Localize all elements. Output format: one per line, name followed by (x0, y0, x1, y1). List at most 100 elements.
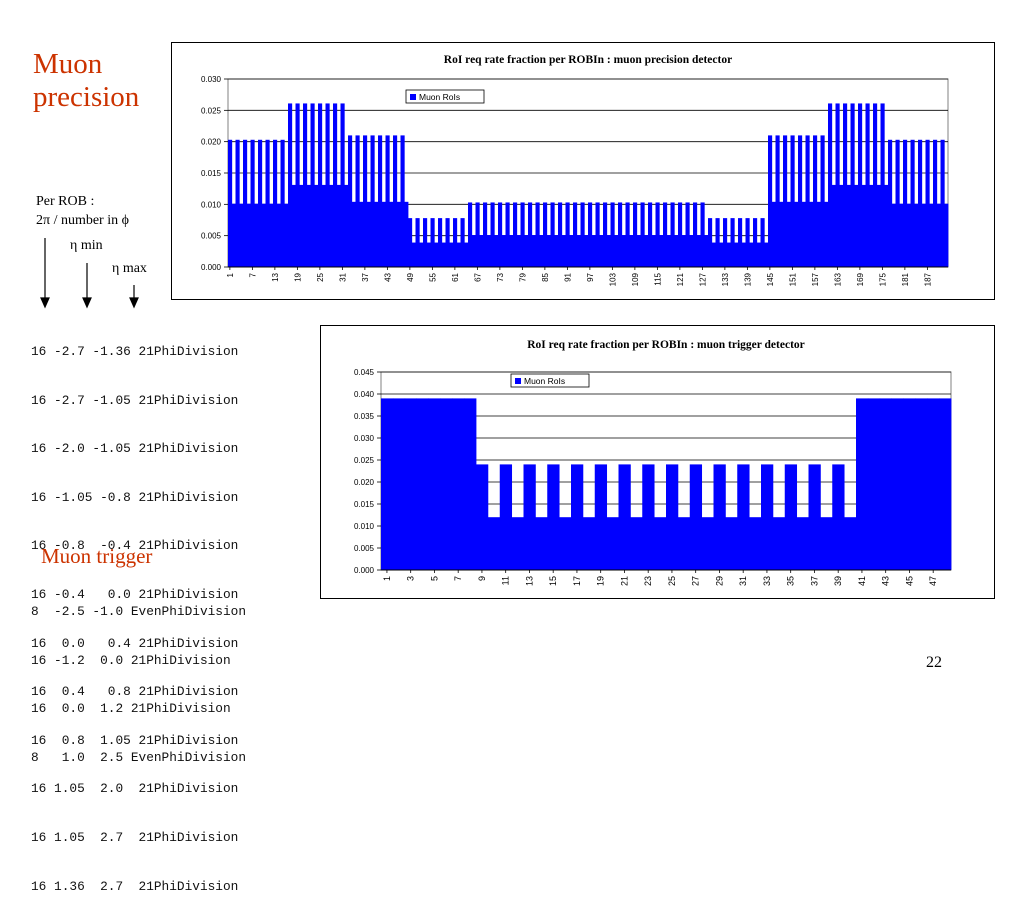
x-tick-label: 35 (786, 576, 796, 586)
bar (940, 139, 945, 267)
bar (333, 103, 338, 267)
bar (580, 202, 585, 267)
bar (745, 218, 750, 267)
bar (344, 184, 349, 267)
x-tick-label: 55 (428, 272, 437, 281)
bar (760, 218, 765, 267)
bar (419, 242, 424, 267)
bar (831, 184, 836, 267)
chart-trigger: RoI req rate fraction per ROBIn : muon t… (354, 339, 952, 586)
x-tick-label: 21 (619, 576, 629, 586)
bar (772, 517, 786, 570)
heading-muon-precision: Muon precision (33, 48, 153, 114)
bar (629, 235, 634, 267)
bar (509, 235, 514, 267)
bar (644, 235, 649, 267)
bar (655, 202, 660, 267)
bar (355, 135, 360, 267)
annotation-arrows (40, 238, 139, 309)
bar (314, 184, 319, 267)
bar (471, 235, 476, 267)
x-tick-label: 25 (316, 272, 325, 281)
bar (363, 135, 368, 267)
bar (906, 203, 911, 267)
bar (674, 235, 679, 267)
bar (768, 135, 773, 267)
bar (790, 135, 795, 267)
bar (873, 103, 878, 267)
x-tick-label: 41 (857, 576, 867, 586)
bar (389, 201, 394, 267)
x-tick-label: 23 (643, 576, 653, 586)
config-line: 16 1.36 2.7 21PhiDivision (31, 878, 239, 894)
bar (595, 202, 600, 267)
bar (677, 517, 691, 570)
bar (340, 103, 345, 267)
x-tick-label: 187 (923, 272, 932, 286)
y-tick-label: 0.015 (354, 500, 375, 509)
heading-muon-trigger: Muon trigger (41, 544, 153, 568)
bar (895, 139, 900, 267)
bar (543, 202, 548, 267)
legend-box (510, 373, 590, 388)
y-tick-label: 0.025 (354, 456, 375, 465)
bar (899, 203, 904, 267)
note-eta-max: η max (112, 261, 147, 276)
bar (291, 184, 296, 267)
bar (903, 139, 908, 267)
bar (499, 464, 513, 570)
y-tick-label: 0.040 (354, 390, 375, 399)
bar (921, 203, 926, 267)
bar (591, 235, 596, 267)
x-tick-label: 19 (596, 576, 606, 586)
bar (569, 235, 574, 267)
bar (749, 242, 754, 267)
bar (460, 218, 465, 267)
bar (844, 517, 857, 570)
bar (571, 464, 584, 570)
bar (824, 201, 829, 267)
y-tick-label: 0.000 (354, 566, 375, 575)
config-line: 16 0.0 0.4 21PhiDivision (31, 635, 239, 651)
x-tick-label: 33 (762, 576, 772, 586)
bar (738, 218, 743, 267)
bar (725, 517, 738, 570)
bar (654, 517, 667, 570)
bar (614, 235, 619, 267)
legend-swatch (410, 94, 416, 100)
bar (854, 184, 859, 267)
bar (726, 242, 731, 267)
x-tick-label: 11 (501, 576, 511, 585)
x-tick-label: 175 (878, 272, 887, 286)
bar (498, 202, 503, 267)
x-tick-label: 115 (653, 272, 662, 285)
slide-number: 22 (926, 654, 942, 671)
bar (670, 202, 675, 267)
bar (610, 202, 615, 267)
legend: Muon RoIs (510, 373, 590, 388)
bar (918, 139, 923, 267)
bar (288, 103, 293, 267)
config-line: 16 -0.4 0.0 21PhiDivision (31, 586, 239, 602)
bar (681, 235, 686, 267)
bar (453, 218, 458, 267)
y-tick-label: 0.005 (201, 232, 222, 241)
bar (678, 202, 683, 267)
x-tick-label: 85 (541, 272, 550, 281)
bar (606, 235, 611, 267)
bar (753, 218, 758, 267)
bar (535, 517, 548, 570)
bar (280, 139, 285, 267)
bar (479, 235, 484, 267)
bar (914, 203, 919, 267)
x-tick-label: 139 (743, 272, 752, 286)
bar (880, 103, 885, 267)
bar (719, 242, 724, 267)
bar (310, 103, 315, 267)
bar (524, 235, 529, 267)
bar (816, 201, 821, 267)
bar (440, 398, 453, 570)
y-tick-label: 0.030 (354, 434, 375, 443)
bar (708, 218, 713, 267)
bar (784, 464, 798, 570)
